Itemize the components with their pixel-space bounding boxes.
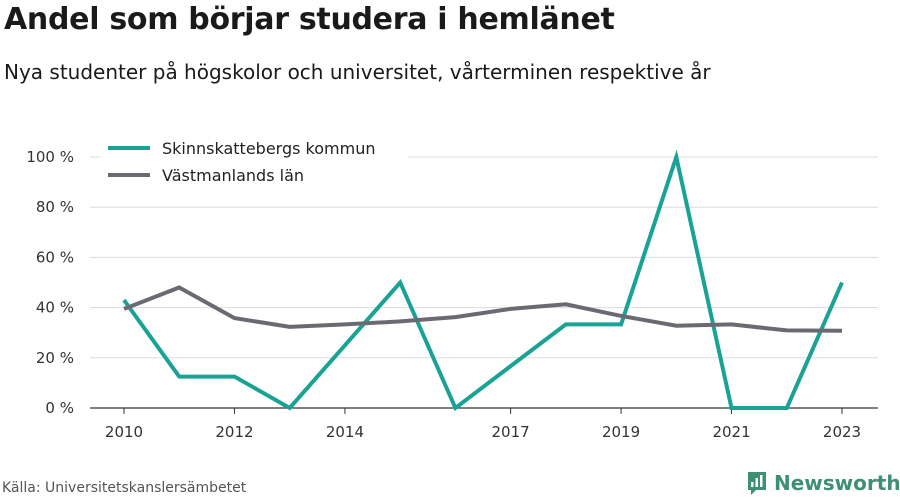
x-tick-label: 2014 [326,423,364,441]
y-tick-label: 100 % [26,148,74,166]
x-tick-label: 2012 [215,423,253,441]
x-tick-label: 2021 [712,423,750,441]
chart-title: Andel som börjar studera i hemlänet [4,2,615,37]
y-tick-label: 60 % [36,248,74,266]
line-chart: 0 % 20 % 40 % 60 % 80 % 100 % 2010 2012 2014 2017… [26,134,878,441]
y-tick-label: 20 % [36,349,74,367]
source-note: Källa: Universitetskanslersämbetet [2,480,247,496]
legend-background [100,134,408,190]
x-tick-label: 2010 [105,423,143,441]
y-tick-label: 0 % [45,399,74,417]
newsworthy-logo-icon [748,472,766,495]
x-tick-label: 2019 [602,423,640,441]
brand-logo: Newsworthy [746,468,900,498]
series-line-1 [123,285,843,333]
y-tick-label: 80 % [36,198,74,216]
x-tick-label: 2023 [823,423,861,441]
y-tick-label: 40 % [36,299,74,317]
x-tick-label: 2017 [492,423,530,441]
brand-name: Newsworthy [774,471,900,495]
series-line-0 [122,149,844,412]
chart-subtitle: Nya studenter på högskolor och universit… [4,60,711,84]
legend-label: Skinnskattebergs kommun [162,139,375,158]
legend-label: Västmanlands län [162,166,304,185]
